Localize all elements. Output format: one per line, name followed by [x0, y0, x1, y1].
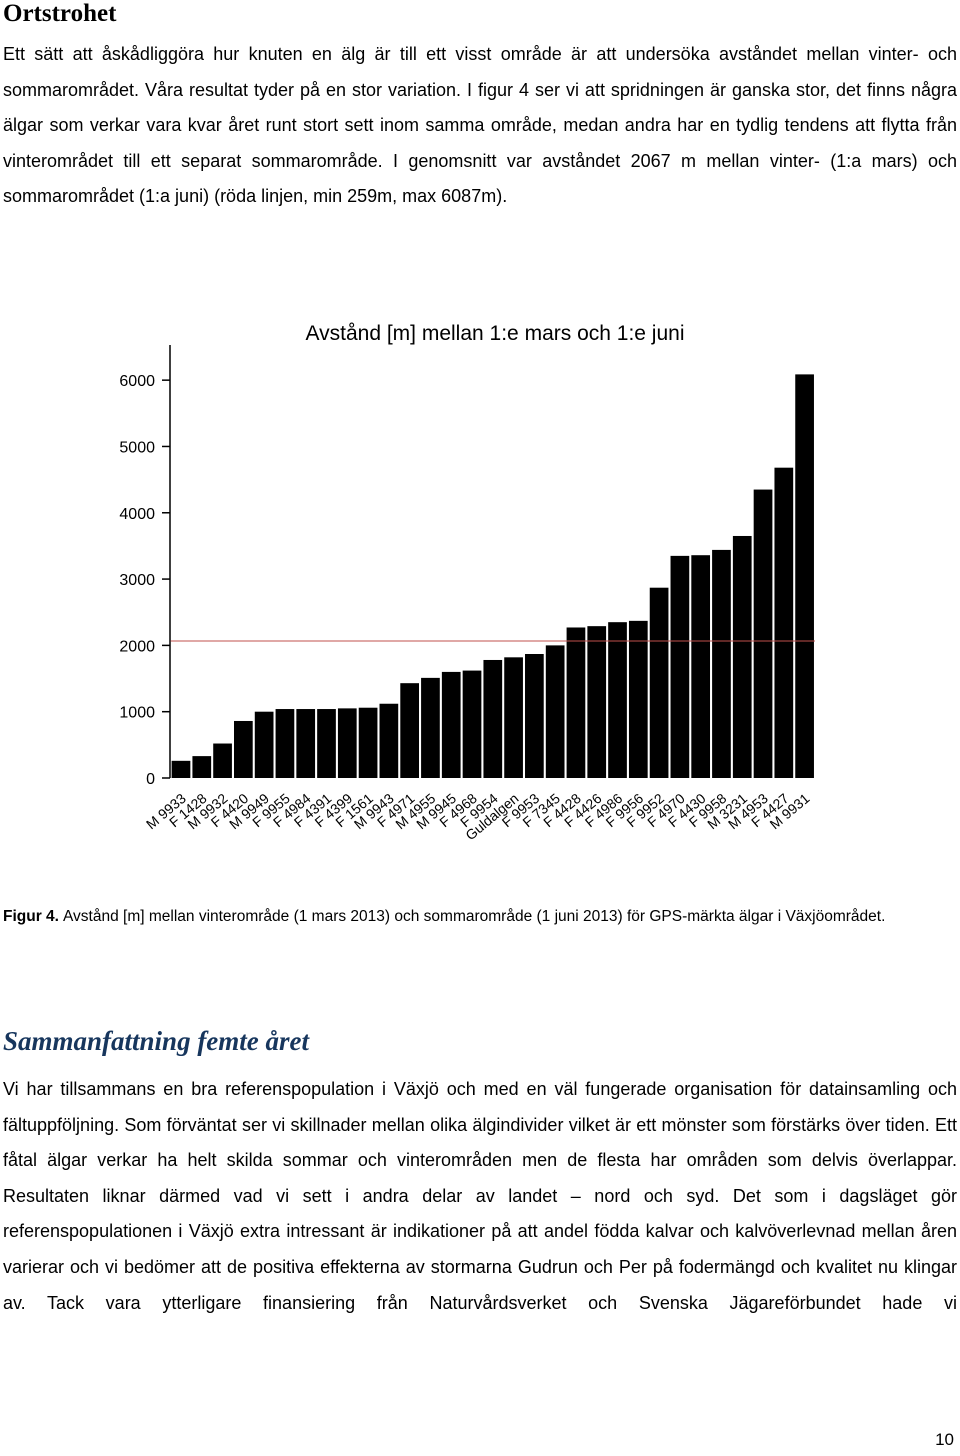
caption-label: Figur 4. — [3, 908, 59, 925]
paragraph: Ett sätt att åskådliggöra hur knuten en … — [3, 44, 957, 207]
y-tick-label: 6000 — [119, 373, 155, 390]
bar — [192, 756, 212, 778]
bar — [213, 743, 232, 778]
bar — [504, 657, 523, 778]
heading: Sammanfattning femte året — [3, 1026, 310, 1056]
bar — [608, 622, 627, 778]
caption-text: Avstånd [m] mellan vinterområde (1 mars … — [62, 908, 886, 925]
bar — [234, 720, 253, 778]
caption: Figur 4. Avstånd [m] mellan vinterområde … — [3, 905, 959, 929]
bar — [358, 707, 378, 778]
bar — [649, 587, 669, 778]
bar — [587, 626, 607, 778]
y-tick-label: 2000 — [119, 638, 155, 655]
chart: Avstånd [m] mellan 1:e mars och 1:e juni… — [119, 322, 815, 843]
bar — [566, 627, 586, 778]
y-tick-label: 1000 — [119, 705, 155, 722]
bar — [171, 760, 191, 778]
bar — [774, 467, 794, 778]
bar — [337, 708, 357, 778]
bar — [628, 620, 648, 778]
bar — [275, 709, 295, 778]
bar — [732, 535, 752, 778]
bar — [753, 489, 773, 778]
bar — [483, 659, 503, 778]
bar — [421, 677, 440, 778]
heading: Ortstrohet — [3, 0, 117, 27]
y-tick-label: 3000 — [119, 572, 155, 589]
bar — [254, 711, 274, 778]
page-number: 10 — [935, 1430, 954, 1449]
bar — [712, 549, 731, 778]
paragraph: Vi har tillsammans en bra referenspopula… — [3, 1079, 957, 1313]
bar — [691, 555, 711, 778]
bar — [670, 555, 690, 778]
bar — [379, 703, 399, 778]
bar — [462, 670, 482, 778]
bar — [317, 709, 336, 778]
bar — [545, 645, 565, 778]
bar — [525, 654, 544, 778]
bar — [441, 671, 461, 778]
bar — [296, 709, 316, 778]
bar — [400, 683, 420, 778]
y-tick-label: 4000 — [119, 506, 155, 523]
bar — [795, 374, 814, 778]
chart-title: Avstånd [m] mellan 1:e mars och 1:e juni — [306, 322, 685, 345]
y-tick-label: 0 — [146, 771, 155, 788]
y-tick-label: 5000 — [119, 439, 155, 456]
